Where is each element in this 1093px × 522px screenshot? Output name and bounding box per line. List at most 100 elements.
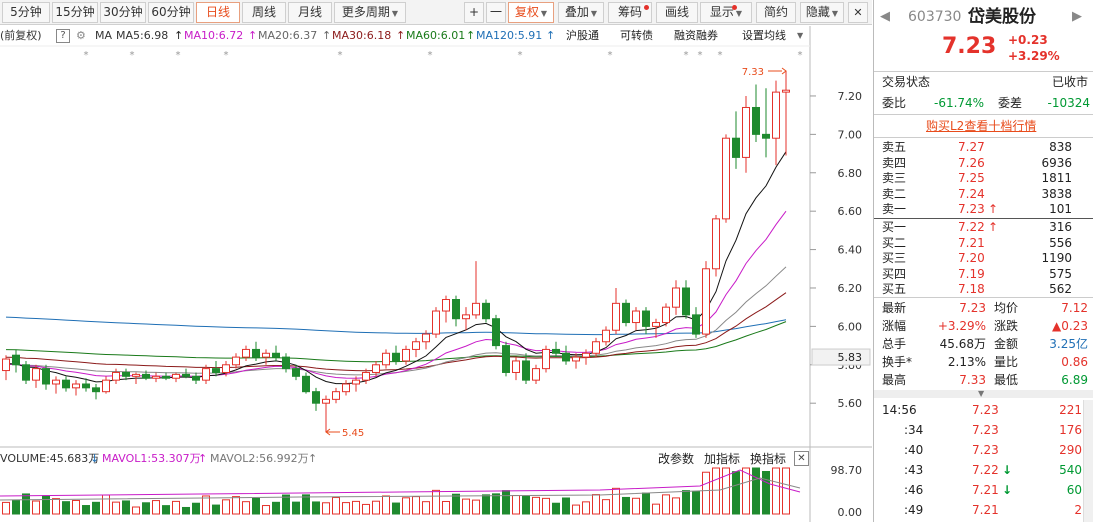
asks-row[interactable]: 卖二 7.24 3838 [874, 187, 1093, 202]
candle-body [182, 373, 190, 377]
prev-stock-icon[interactable]: ◀ [880, 9, 890, 24]
mavol2-line [0, 477, 801, 501]
stat-value: +3.29% [937, 319, 986, 333]
kline-chart[interactable]: * * * * * * * * * * * * 7.20 7.00 6.80 6.60 6.40 6.20 6.00… [0, 0, 872, 522]
volume-bar [622, 496, 630, 515]
candle-body [122, 371, 130, 377]
volume-bar [72, 499, 80, 515]
scroll-divider[interactable] [874, 390, 1093, 398]
candle-body [112, 371, 120, 381]
volume-bar [152, 500, 160, 515]
event-marker-icon: * [338, 50, 343, 61]
ma10-value: MA10:6.72 [184, 29, 244, 42]
period-daily-button[interactable]: 日线 [196, 2, 240, 23]
candle-body [752, 106, 760, 135]
volume-bar [672, 497, 680, 515]
period-monthly-button[interactable]: 月线 [288, 2, 332, 23]
chips-button[interactable]: 筹码 [608, 2, 652, 23]
bids-row[interactable]: 买四 7.19 575 [874, 267, 1093, 282]
candle-body [62, 379, 70, 389]
zoom-in-button[interactable]: + [464, 2, 484, 23]
draw-line-button[interactable]: 画线 [656, 2, 698, 23]
l2-promo: 购买L2查看十档行情 [874, 118, 1093, 134]
price-tick-label: 6.20 [838, 282, 863, 295]
volume-bar [322, 502, 330, 515]
price-tick-label: 7.20 [838, 90, 863, 103]
asks-volume: 101 [1049, 202, 1072, 216]
ma-label: MA [95, 29, 113, 42]
bids-row[interactable]: 买三 7.20 1190 [874, 251, 1093, 266]
event-marker-icon: * [176, 50, 181, 61]
volume-value: VOLUME:45.683万 [0, 452, 100, 465]
close-icon[interactable]: ✕ [848, 2, 868, 23]
zoom-out-button[interactable]: 一 [486, 2, 506, 23]
gear-icon[interactable]: ⚙ [76, 29, 86, 42]
period-15min-button[interactable]: 15分钟 [52, 2, 98, 23]
candle-body [402, 348, 410, 362]
price-tick-label: 6.00 [838, 320, 863, 333]
candle-body [102, 379, 110, 393]
volume-axis-min: 0.00 [838, 506, 863, 519]
volume-bar [782, 467, 790, 515]
period-60min-button[interactable]: 60分钟 [148, 2, 194, 23]
arrow-right-icon [781, 67, 787, 75]
bids-row[interactable]: 买一 7.22 ↑ 316 [874, 220, 1093, 235]
display-dropdown[interactable]: 显示 ▼ [700, 2, 752, 23]
candle-body [712, 218, 720, 270]
asks-row[interactable]: 卖三 7.25 1811 [874, 171, 1093, 186]
asks-row[interactable]: 卖四 7.26 6936 [874, 156, 1093, 171]
margin-link[interactable]: 融资融券 [674, 29, 718, 42]
tick-scrollbar[interactable] [1083, 400, 1093, 522]
asks-row[interactable]: 卖五 7.27 838 [874, 140, 1093, 155]
fuquan-dropdown[interactable]: 复权 ▼ [508, 2, 554, 23]
stat-value: 7.23 [959, 301, 986, 315]
chevron-down-icon: ▼ [391, 9, 399, 18]
tick-price: 7.21 [972, 483, 999, 497]
help-icon[interactable]: ? [56, 29, 70, 43]
close-indicator-icon[interactable]: ✕ [794, 451, 809, 466]
candle-body [482, 302, 490, 320]
tick-row: :43 7.22 ↓ 540 [874, 462, 1093, 478]
volume-bar [462, 498, 470, 515]
ma30-value: MA30:6.18 [332, 29, 392, 42]
candle-body [672, 287, 680, 308]
down-arrow-icon: ↓ [90, 452, 100, 465]
volume-bar [222, 499, 230, 515]
candle-body [372, 364, 380, 373]
hgt-link[interactable]: 沪股通 [566, 29, 599, 42]
bids-level-label: 买二 [882, 235, 907, 250]
chips-label: 筹码 [617, 5, 642, 19]
candle-body [602, 329, 610, 343]
change-params-link[interactable]: 改参数 [658, 452, 695, 466]
candle-body [742, 106, 750, 158]
convertible-link[interactable]: 可转债 [620, 29, 653, 42]
switch-indicator-link[interactable]: 换指标 [750, 452, 787, 466]
chevron-down-icon[interactable]: ▼ [978, 389, 985, 398]
overlay-dropdown[interactable]: 叠加 ▼ [558, 2, 604, 23]
up-arrow-icon: ↑ [322, 29, 332, 42]
bids-row[interactable]: 买二 7.21 556 [874, 236, 1093, 251]
volume-bar [192, 502, 200, 515]
current-price-label: 5.83 [838, 351, 863, 364]
next-stock-icon[interactable]: ▶ [1072, 9, 1082, 24]
candle-body [292, 368, 300, 377]
period-weekly-button[interactable]: 周线 [242, 2, 286, 23]
period-30min-button[interactable]: 30分钟 [100, 2, 146, 23]
volume-bar [422, 501, 430, 515]
chevron-down-icon: ▼ [735, 9, 743, 18]
volume-bar [602, 499, 610, 515]
hide-button[interactable]: 隐藏 ▼ [800, 2, 844, 23]
asks-row[interactable]: 卖一 7.23 ↑ 101 [874, 202, 1093, 217]
quote-panel: ◀ 603730 岱美股份 ▶ 7.23 +0.23 +3.29% 交易状态 已… [873, 0, 1093, 522]
bids-row[interactable]: 买五 7.18 562 [874, 282, 1093, 297]
ma-settings-dropdown[interactable]: 设置均线 [742, 29, 786, 42]
add-indicator-link[interactable]: 加指标 [704, 452, 741, 466]
stat-label: 涨幅 [882, 319, 907, 333]
volume-bar [142, 502, 150, 515]
more-periods-dropdown[interactable]: 更多周期 ▼ [334, 2, 406, 23]
volume-bar [412, 496, 420, 515]
divider [874, 71, 1093, 72]
l2-link[interactable]: 购买L2查看十档行情 [926, 119, 1037, 133]
simple-mode-button[interactable]: 简约 [756, 2, 796, 23]
period-5min-button[interactable]: 5分钟 [2, 2, 50, 23]
